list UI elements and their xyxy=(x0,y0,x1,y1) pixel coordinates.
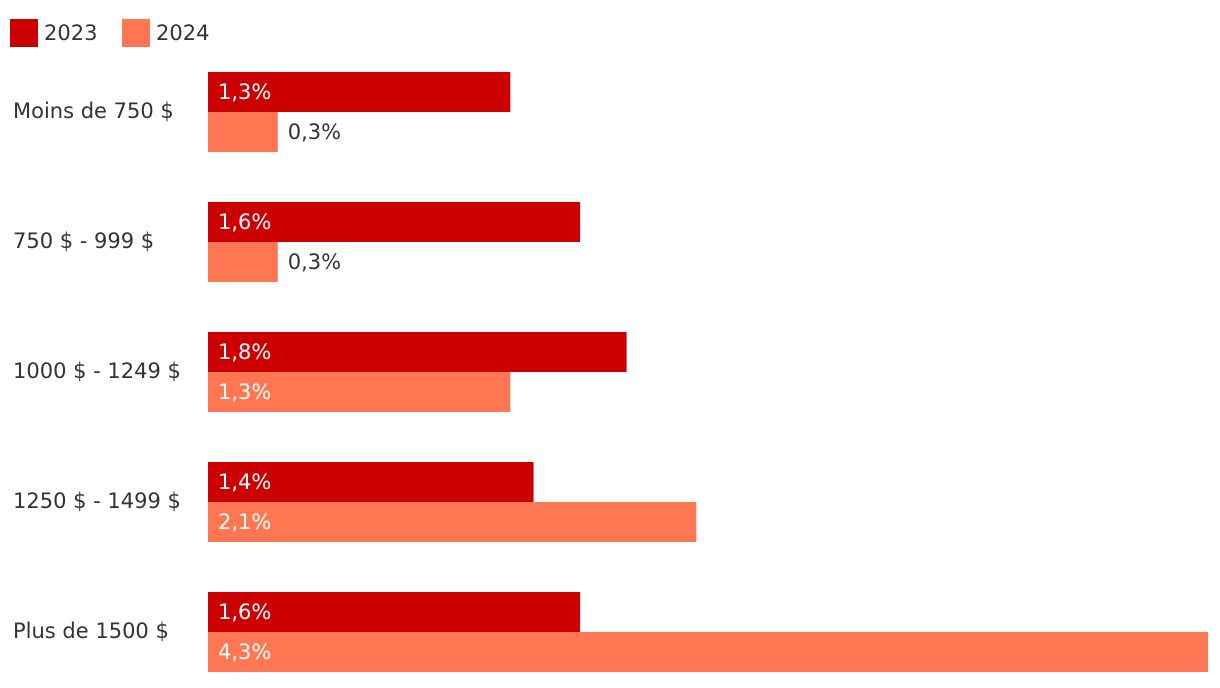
value-label: 1,6% xyxy=(218,210,271,234)
category-label: 1000 $ - 1249 $ xyxy=(13,359,181,383)
value-label: 1,8% xyxy=(218,340,271,364)
bar xyxy=(208,462,534,502)
value-label: 1,3% xyxy=(218,380,271,404)
category-label: Plus de 1500 $ xyxy=(13,619,169,643)
value-label: 1,4% xyxy=(218,470,271,494)
bar xyxy=(208,332,627,372)
bar xyxy=(208,372,511,412)
value-label: 4,3% xyxy=(218,640,271,664)
value-label: 1,6% xyxy=(218,600,271,624)
bar xyxy=(208,242,278,282)
bar xyxy=(208,592,581,632)
value-label: 2,1% xyxy=(218,510,271,534)
value-label: 0,3% xyxy=(288,120,341,144)
legend-swatch xyxy=(122,19,150,47)
bar xyxy=(208,202,581,242)
legend-swatch xyxy=(10,19,38,47)
category-label: Moins de 750 $ xyxy=(13,99,174,123)
bar xyxy=(208,632,1208,672)
value-label: 0,3% xyxy=(288,250,341,274)
legend-label: 2023 xyxy=(44,21,97,45)
category-label: 750 $ - 999 $ xyxy=(13,229,154,253)
bar xyxy=(208,72,511,112)
bar xyxy=(208,112,278,152)
value-label: 1,3% xyxy=(218,80,271,104)
category-label: 1250 $ - 1499 $ xyxy=(13,489,181,513)
bar xyxy=(208,502,697,542)
legend-label: 2024 xyxy=(156,21,209,45)
